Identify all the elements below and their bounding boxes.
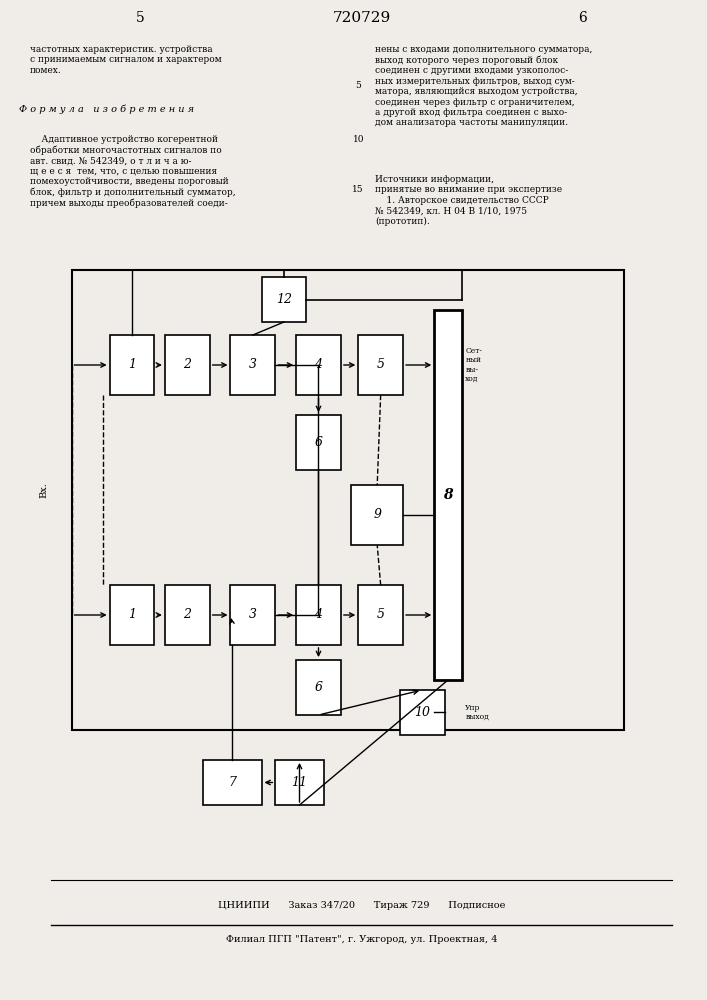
Text: 1: 1 — [128, 608, 136, 621]
Text: 12: 12 — [276, 293, 292, 306]
Text: 3: 3 — [249, 608, 257, 621]
Bar — [358, 335, 403, 395]
Text: Источники информации,
принятые во внимание при экспертизе
    1. Авторское свиде: Источники информации, принятые во вниман… — [375, 175, 563, 226]
Bar — [203, 760, 262, 805]
Text: 11: 11 — [291, 776, 308, 789]
Text: 5: 5 — [377, 608, 385, 621]
Text: нены с входами дополнительного сумматора,
выход которого через пороговый блок
со: нены с входами дополнительного сумматора… — [375, 45, 593, 127]
Bar — [296, 335, 341, 395]
Text: 10: 10 — [414, 706, 430, 719]
Bar — [399, 690, 445, 735]
Bar — [110, 335, 154, 395]
Text: 8: 8 — [443, 488, 452, 502]
Text: 2: 2 — [183, 608, 192, 621]
Bar — [358, 585, 403, 645]
Bar — [165, 335, 210, 395]
Bar — [275, 760, 324, 805]
Text: Упр
выход: Упр выход — [465, 704, 489, 721]
Text: 6: 6 — [315, 681, 322, 694]
Text: 5: 5 — [356, 81, 361, 90]
Text: 2: 2 — [183, 359, 192, 371]
Bar — [165, 585, 210, 645]
Text: 720729: 720729 — [332, 11, 391, 25]
Text: 6: 6 — [578, 11, 587, 25]
Text: 15: 15 — [352, 186, 364, 194]
Bar — [351, 485, 403, 545]
Text: Ф о р м у л а   и з о б р е т е н и я: Ф о р м у л а и з о б р е т е н и я — [18, 105, 194, 114]
Bar — [230, 335, 275, 395]
Text: Адаптивное устройство когерентной
обработки многочастотных сигналов по
авт. свид: Адаптивное устройство когерентной обрабо… — [30, 135, 235, 208]
Bar — [434, 310, 462, 680]
Text: 9: 9 — [373, 508, 381, 522]
Text: Филиал ПГП "Патент", г. Ужгород, ул. Проектная, 4: Филиал ПГП "Патент", г. Ужгород, ул. Про… — [226, 936, 498, 944]
Text: 7: 7 — [228, 776, 236, 789]
Text: 1: 1 — [128, 359, 136, 371]
Bar — [71, 270, 624, 730]
Text: 5: 5 — [377, 359, 385, 371]
Text: Сет-
ный
вы-
ход: Сет- ный вы- ход — [465, 347, 482, 383]
Text: 5: 5 — [136, 11, 145, 25]
Bar — [296, 415, 341, 470]
Text: 4: 4 — [315, 608, 322, 621]
Text: 6: 6 — [315, 436, 322, 449]
Text: ЦНИИПИ      Заказ 347/20      Тираж 729      Подписное: ЦНИИПИ Заказ 347/20 Тираж 729 Подписное — [218, 901, 506, 910]
Bar — [262, 277, 306, 322]
Text: 10: 10 — [353, 135, 364, 144]
Bar — [296, 660, 341, 715]
Bar — [230, 585, 275, 645]
Text: 3: 3 — [249, 359, 257, 371]
Text: 4: 4 — [315, 359, 322, 371]
Text: Вх.: Вх. — [40, 482, 49, 498]
Text: частотных характеристик. устройства
с принимаемым сигналом и характером
помех.: частотных характеристик. устройства с пр… — [30, 45, 222, 75]
Bar — [110, 585, 154, 645]
Bar — [296, 585, 341, 645]
